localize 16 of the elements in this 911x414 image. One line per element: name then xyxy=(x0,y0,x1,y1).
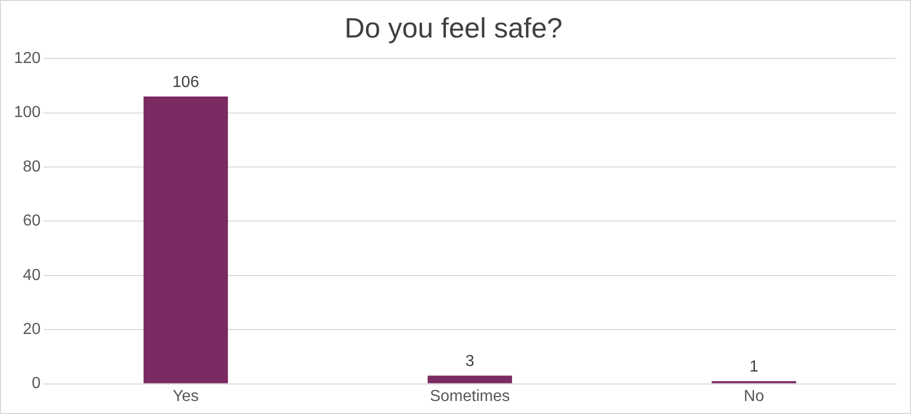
x-tick-label: Sometimes xyxy=(430,388,510,405)
y-tick-label: 100 xyxy=(14,104,41,122)
x-tick-label: No xyxy=(744,388,764,405)
data-label: 3 xyxy=(465,353,474,370)
y-tick-label: 20 xyxy=(22,321,41,338)
y-tick-label: 60 xyxy=(22,212,41,230)
bar xyxy=(144,96,228,384)
data-label: 106 xyxy=(172,74,200,91)
y-tick-label: 40 xyxy=(22,266,41,284)
bar xyxy=(428,376,512,384)
data-label: 1 xyxy=(749,358,758,376)
y-tick-label: 0 xyxy=(32,375,41,392)
chart-title: Do you feel safe? xyxy=(344,12,562,44)
x-tick-label: Yes xyxy=(172,388,199,405)
y-tick-label: 120 xyxy=(14,50,41,68)
y-tick-label: 80 xyxy=(22,158,41,176)
